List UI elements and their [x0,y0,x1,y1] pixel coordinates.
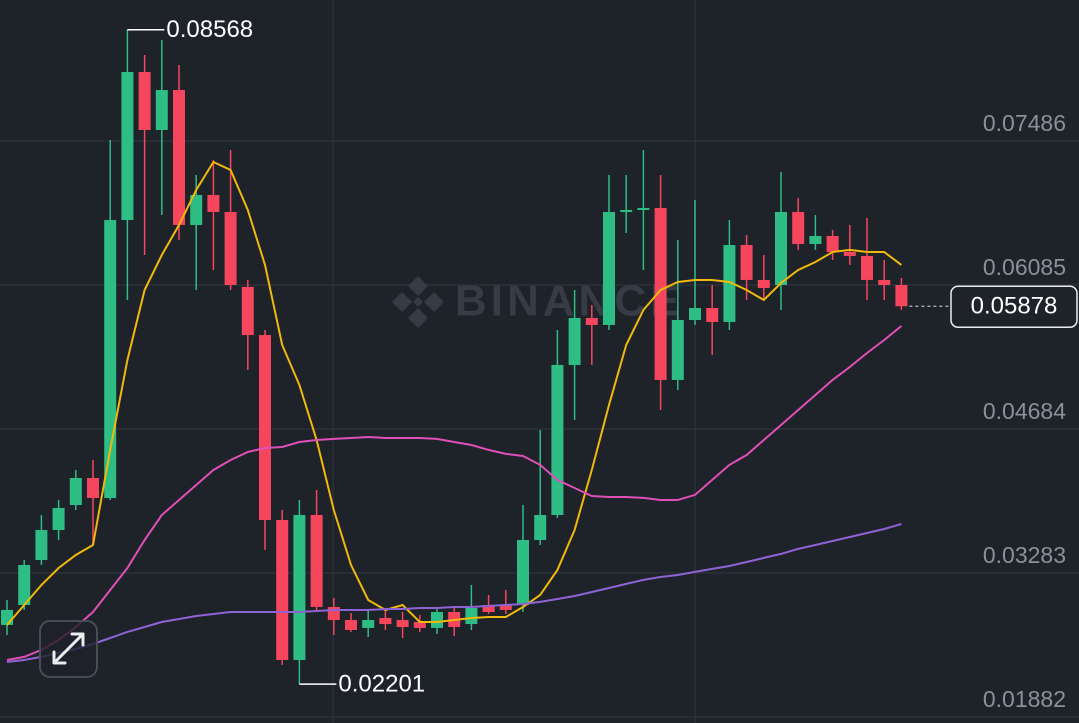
candle-body [740,245,753,280]
labels: 0.07486 0.06085 0.04684 0.03283 0.01882 0.085… [127,16,1078,712]
candle-body [585,317,598,325]
candle-body [809,235,822,244]
candle-body [706,308,719,322]
candle-body [878,279,891,285]
candle-body [207,194,220,213]
expand-button[interactable] [39,620,98,678]
candles [1,29,908,685]
watermark: BINANCE [392,276,683,328]
candle-body [1,609,13,625]
candle-body [757,279,770,288]
moving-average-line [6,325,903,661]
candle-body [362,620,375,628]
candle-body [345,620,357,630]
max-label: 0.08568 [166,16,253,43]
candle-body [517,539,529,606]
candle-body [121,72,134,221]
candle-body [396,620,409,628]
candle-body [723,245,736,322]
moving-average-line [6,160,902,626]
candle-body [276,520,289,661]
candle-body [551,364,564,515]
candle-body [826,235,839,252]
candle-body [895,284,908,307]
candle-body [138,72,151,131]
candle-body [224,212,237,285]
candle-body [155,90,168,131]
candle-body [637,208,650,210]
min-label: 0.02201 [338,670,425,697]
candle-body [241,286,254,336]
candle-body [861,256,873,280]
moving-average-line [6,523,902,663]
moving-averages [6,160,903,663]
y-tick-label: 0.04684 [983,398,1066,424]
candle-body [431,612,443,628]
candle-body [654,208,667,380]
candle-body [568,317,581,365]
watermark-text: BINANCE [455,277,683,326]
last-price-label: 0.05878 [971,293,1058,320]
y-tick-label: 0.06085 [983,254,1066,280]
candle-body [104,220,117,499]
candle-body [775,212,787,285]
candle-body [259,335,271,521]
candle-body [689,308,701,321]
candle-body [792,212,805,244]
candle-body [499,605,512,610]
candle-body [379,617,392,625]
candle-body [465,607,478,625]
candle-body [620,209,633,213]
y-tick-label: 0.03283 [983,542,1066,568]
y-tick-label: 0.01882 [983,686,1066,712]
last-price-box [950,285,1078,329]
candle-body [69,477,82,506]
candle-body [52,508,65,530]
candle-body [603,212,615,325]
candle-body [482,605,495,613]
candle-body [327,606,340,621]
candle-body [671,320,684,380]
candle-body [190,194,203,225]
y-tick-label: 0.07486 [983,110,1066,136]
candle-body [173,90,185,225]
candle-body [293,514,306,661]
candle-body [87,477,99,499]
watermark-logo [392,276,444,328]
candle-body [534,514,547,540]
candle-body [413,621,426,628]
candle-body [843,251,856,257]
candle-body [310,514,323,607]
candle-body [18,564,31,606]
candle-body [35,529,48,561]
